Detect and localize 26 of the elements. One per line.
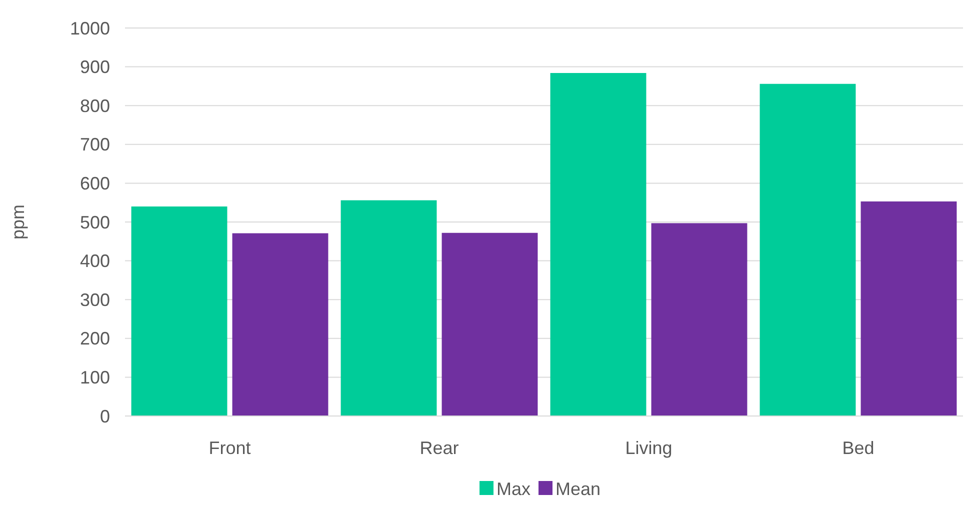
bar	[442, 232, 538, 416]
x-tick-label: Living	[625, 438, 672, 458]
y-tick-label: 500	[80, 212, 110, 232]
bar	[760, 84, 856, 416]
legend-label: Max	[496, 479, 531, 499]
y-tick-label: 900	[80, 57, 110, 78]
y-tick-label: 200	[80, 328, 110, 349]
y-tick-label: 400	[80, 251, 110, 272]
y-tick-label: 100	[80, 368, 110, 388]
y-tick-label: 800	[80, 96, 110, 116]
legend-label: Mean	[556, 479, 601, 499]
y-tick-label: 300	[80, 290, 110, 310]
y-tick-label: 0	[100, 406, 110, 426]
y-axis-title: ppm	[8, 204, 28, 240]
bar	[550, 73, 646, 416]
bar	[860, 201, 957, 416]
y-tick-label: 700	[80, 134, 110, 155]
bar	[131, 206, 228, 416]
bar	[651, 223, 748, 416]
y-tick-label: 1000	[70, 18, 110, 38]
bar	[232, 233, 328, 416]
bar	[340, 200, 437, 416]
x-tick-label: Front	[208, 438, 251, 458]
x-tick-label: Rear	[420, 438, 459, 458]
y-tick-label: 600	[80, 174, 110, 194]
x-tick-label: Bed	[842, 438, 874, 458]
